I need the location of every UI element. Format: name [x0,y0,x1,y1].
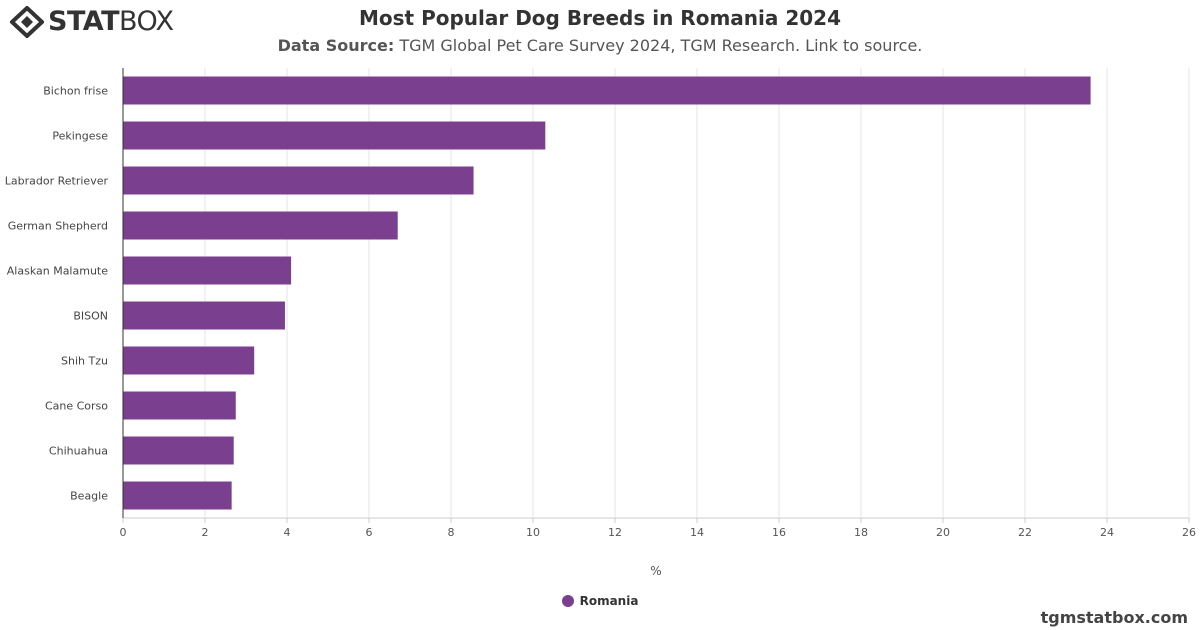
source-link[interactable]: TGM Global Pet Care Survey 2024, TGM Res… [399,36,923,55]
tick-label-x-26: 26 [1182,526,1196,539]
legend-marker-icon [561,595,574,607]
tick-label-x-0: 0 [120,526,127,539]
tick-label-x-10: 10 [526,526,540,539]
source-label: Data Source: [277,36,395,55]
tick-label-x-2: 2 [202,526,209,539]
category-label-8: Chihuahua [49,445,108,458]
chart-title: Most Popular Dog Breeds in Romania 2024 [359,6,841,30]
tick-label-x-22: 22 [1018,526,1032,539]
tick-label-x-8: 8 [448,526,455,539]
statbox-logo-icon [10,6,44,38]
tick-label-x-14: 14 [690,526,704,539]
bar-8 [123,436,234,465]
bar-2 [123,166,474,195]
category-label-7: Cane Corso [45,400,108,413]
legend[interactable]: Romania [0,594,1200,608]
logo-bold-text: STAT [48,6,119,37]
bar-0 [123,76,1091,105]
tick-label-x-18: 18 [854,526,868,539]
category-label-4: Alaskan Malamute [7,265,108,278]
bar-4 [123,256,292,285]
bar-9 [123,481,232,510]
category-label-2: Labrador Retriever [5,175,109,188]
category-label-9: Beagle [70,490,108,503]
bar-7 [123,391,236,420]
statbox-logo[interactable]: STATBOX [10,6,174,38]
tick-label-x-4: 4 [284,526,291,539]
logo-wordmark: STATBOX [48,6,174,38]
x-axis-title: % [650,564,661,578]
footer-site-link[interactable]: tgmstatbox.com [1040,608,1188,627]
bar-6 [123,346,255,375]
logo-light-text: BOX [118,6,174,37]
tick-label-x-20: 20 [936,526,950,539]
category-label-5: BISON [73,310,108,323]
tick-label-x-12: 12 [608,526,622,539]
tick-label-x-6: 6 [366,526,373,539]
tick-label-x-16: 16 [772,526,786,539]
tick-label-x-24: 24 [1100,526,1114,539]
category-label-3: German Shepherd [8,220,108,233]
bar-1 [123,121,546,150]
bar-3 [123,211,398,240]
category-label-0: Bichon frise [43,85,108,98]
bar-5 [123,301,285,330]
legend-label-romania: Romania [579,594,639,608]
category-label-6: Shih Tzu [61,355,108,368]
category-label-1: Pekingese [52,130,108,143]
chart-subtitle: Data Source: TGM Global Pet Care Survey … [0,36,1200,55]
